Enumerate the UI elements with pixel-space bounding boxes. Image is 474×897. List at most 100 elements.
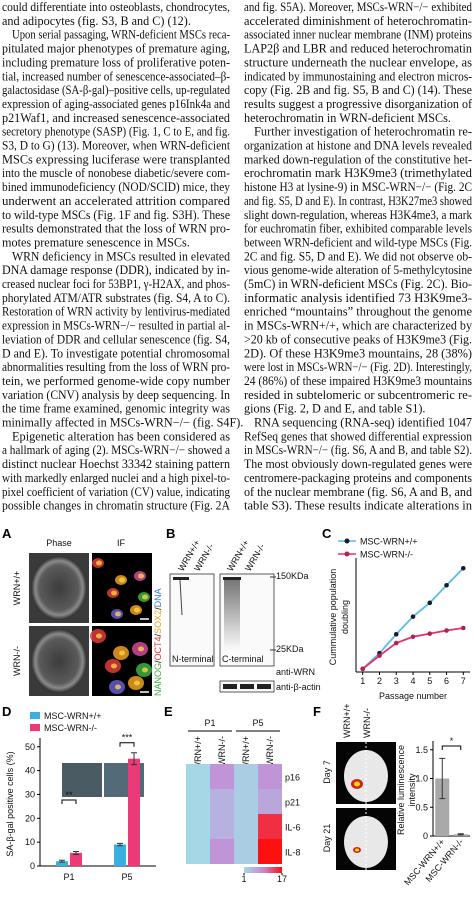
stain-separator: / [153,660,163,663]
nucleus [142,594,148,600]
band [257,684,271,689]
text-line: accelerated diminishment of heterochroma… [244,14,472,28]
data-point [377,653,382,658]
text-line: secretory phenotype (SASP) (Fig. 1, C to… [2,125,230,139]
x-tick-label: 3 [394,676,399,686]
y-tick-label: 0.5 [415,802,428,812]
row-label: Day 7 [322,760,332,784]
text-line: possible changes in chromatin structure … [2,499,230,513]
error-bar [457,833,464,836]
text-line: abnormalities resulting from the loss of… [2,360,230,374]
text-line: Upon serial passaging, WRN-deficient MSC… [12,28,230,42]
data-point [427,600,433,606]
bar [114,844,126,866]
legend-swatch [30,712,40,719]
x-tick-label: P5 [121,872,132,882]
y-tick-label: 1.5 [415,745,428,755]
text-line: phorylated ATM/ATR substrates (fig. S4, … [2,291,230,305]
text-line: vious genome-wide alteration of 5-methyl… [244,263,472,277]
nucleus [134,607,140,613]
data-point [393,640,399,646]
text-line: p21Waf1, and increased senescence-associ… [2,111,230,125]
text-line: pixel coefficient of variation (CV) valu… [2,485,230,499]
significance-bracket [119,742,135,747]
y-tick-label: 0 [423,831,428,841]
nucleus [115,684,121,690]
y-axis-label: SA-β-gal positive cells (%) [5,751,15,856]
legend-label: MSC-WRN-/- [44,723,97,733]
text-line: of the nuclear membrane (fig. S6, A and … [244,485,472,499]
legend-marker [344,551,350,557]
row-label: IL-6 [285,823,301,833]
text-line: 2D). Of these H3K9me3 mountains, 28 (38%… [244,346,472,360]
y-axis-label: Relative luminescence [396,745,406,835]
text-line: including premature loss of proliferativ… [2,55,230,69]
text-line: galactosidase (SA-β-gal)–positive cells,… [2,83,230,97]
text-line: RefSeq genes that showed differential ex… [244,429,472,443]
text-line: DNA damage response (DDR), indicated by … [2,263,230,277]
nucleus [111,663,117,669]
phase-colony [31,556,87,620]
stain-name: SOX2 [153,610,163,634]
y-axis-label: intensity [407,773,417,807]
text-line: leviation of DDR and cellular senescence… [2,332,230,346]
heat-cell [258,764,282,789]
panel-label: F [313,704,321,719]
blot-label: C-terminal [222,654,264,664]
nucleus [119,650,125,656]
legend-label: MSC-WRN+/+ [44,711,102,721]
heat-cell [210,764,234,789]
text-line: expression in MSCs-WRN−/− resulted in pa… [2,319,230,333]
row-label: IL-8 [285,848,301,858]
nucleus [138,646,144,652]
text-line: and adipocytes (fig. S3, B and C) (12). [2,14,191,28]
text-line: and fig. S5A). Moreover, MSCs-WRN−/− exh… [244,0,472,14]
text-line: and fig. S5, D and E). In contrast, H3K2… [244,194,472,208]
stain-name: NANOG [153,663,163,696]
legend-swatch [30,724,40,731]
y-axis-label: doubling [340,600,350,634]
text-line: in MSCs-WRN−/− (fig. S6, A and B, and ta… [244,443,472,457]
column-label: IF [117,538,126,548]
text-line: results demonstrated that the loss of WR… [2,222,230,236]
text-line: pitulated major phenotypes of premature … [2,42,230,56]
row-label: p21 [285,798,300,808]
stain-legend: NANOG/OCT4/SOX2/DNA [153,588,163,696]
x-tick-label: 2 [377,676,382,686]
y-tick-label: 10 [25,837,35,847]
text-line: 24 (86%) of these impaired H3K9me3 mount… [244,374,472,388]
text-line: distinct nuclear Hoechst 33342 staining … [2,457,230,471]
band [223,684,237,689]
text-line: indicated by immunostaining and electron… [244,69,472,83]
row-label: WRN+/+ [12,571,22,606]
column-label: WRN+/+ [193,736,203,771]
text-line: expression of aging-associated genes p16… [2,97,230,111]
heat-cell [258,839,282,864]
blot [169,573,215,667]
legend-marker [344,538,350,544]
text-line: (5mC) in WRN-deficient MSCs (Fig. 2C). B… [244,277,472,291]
data-point [460,565,466,571]
text-line: motes premature senescence in MSCs. [2,235,190,249]
text-line: the time frame examined, genomic integri… [2,402,230,416]
text-line: copy (Fig. 2B and fig. S5, B and C) (14)… [244,83,472,97]
text-line: between WRN-deficient and wild-type MSCs… [244,235,472,249]
text-line: MSCs expressing luciferase were transpla… [2,152,230,166]
text-line: slight down-regulation, whereas H3K4me3,… [244,208,473,222]
text-line: centromere-packaging proteins and compon… [244,471,472,485]
y-tick-label: 1.0 [415,774,428,784]
text-line: heterochromatin in WRN-deficient MSCs. [244,111,451,125]
data-point [410,634,416,640]
legend-label: MSC-WRN+/+ [360,537,418,547]
heat-cell [186,814,210,839]
band [173,577,189,580]
data-point [393,631,399,637]
text-line: results suggest a progressive disorganiz… [244,97,473,111]
x-tick-label: 6 [444,676,449,686]
error-bar [117,842,123,847]
nucleus [115,611,121,617]
heat-cell [258,814,282,839]
x-axis-label: Passage number [379,691,447,701]
x-tick-label: P1 [63,872,74,882]
